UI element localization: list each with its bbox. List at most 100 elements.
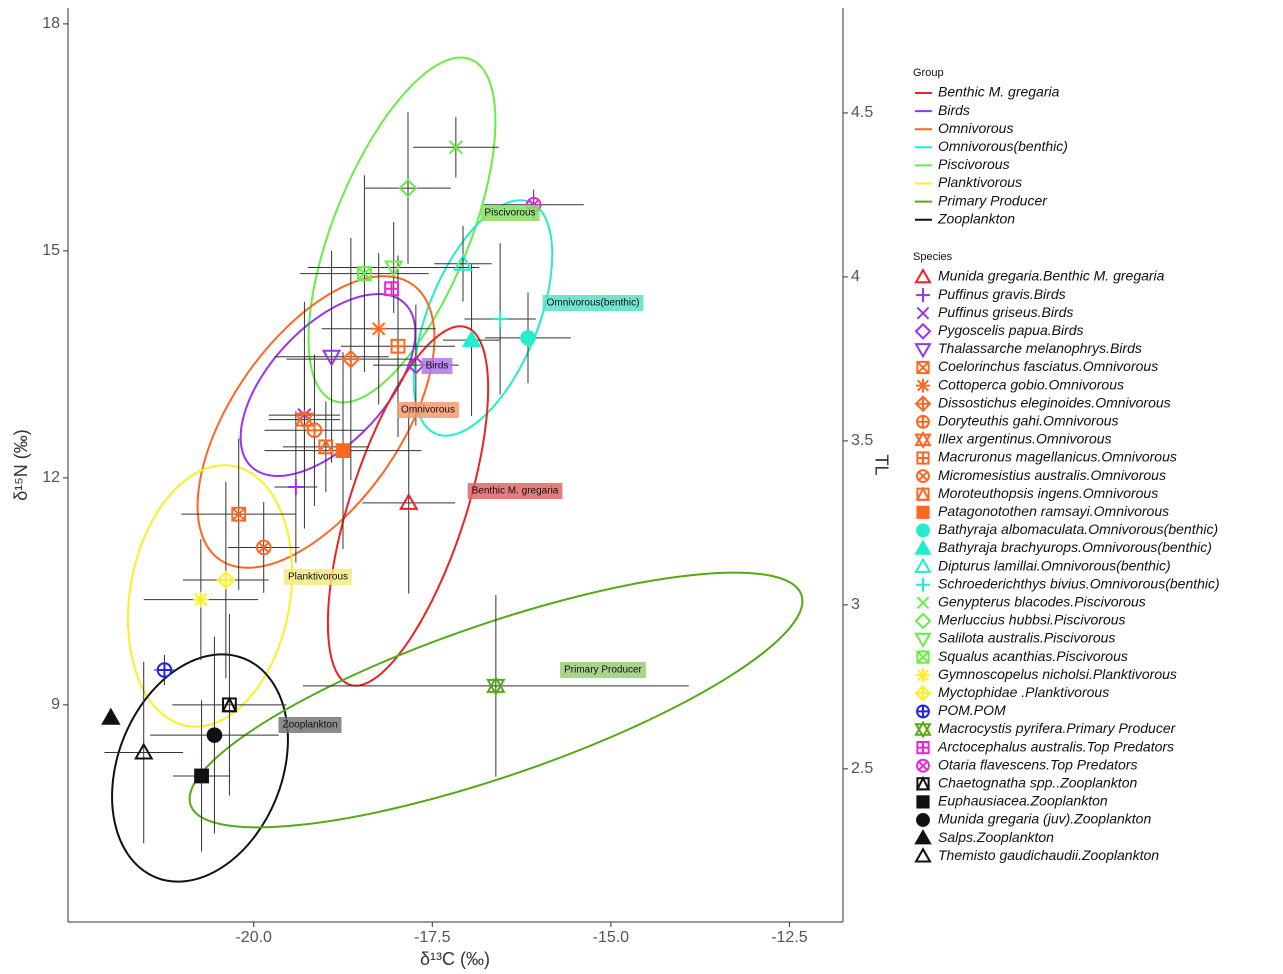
marker-part bbox=[914, 632, 932, 649]
legend-key bbox=[914, 829, 932, 845]
point bbox=[370, 320, 387, 337]
group-label-box bbox=[560, 662, 646, 678]
y2-tick-label: 4 bbox=[851, 268, 860, 285]
point bbox=[231, 506, 247, 522]
point bbox=[406, 355, 426, 375]
marker-part bbox=[372, 322, 386, 336]
legend-label: Doryteuthis gahi.Omnivorous bbox=[938, 413, 1119, 429]
y2-tick-label: 4.5 bbox=[851, 104, 873, 121]
legend-key bbox=[914, 632, 932, 649]
x-tick-label: -17.5 bbox=[414, 929, 451, 946]
marker-part bbox=[307, 423, 322, 437]
legend-label: Puffinus griseus.Birds bbox=[938, 304, 1073, 320]
legend-label: POM.POM bbox=[938, 702, 1006, 718]
marker-part bbox=[448, 140, 463, 155]
legend-key bbox=[916, 505, 930, 519]
legend-key bbox=[914, 267, 932, 284]
legend-label: Bathyraja brachyurops.Omnivorous(benthic… bbox=[938, 539, 1212, 555]
point bbox=[321, 349, 342, 367]
group-ellipse bbox=[188, 571, 804, 829]
marker-part bbox=[317, 438, 334, 455]
marker-part bbox=[342, 351, 359, 368]
legend-label: Genypterus blacodes.Piscivorous bbox=[938, 594, 1146, 610]
marker-part bbox=[383, 260, 404, 278]
group-label: Primary Producer bbox=[564, 665, 642, 676]
legend-key bbox=[914, 430, 932, 449]
point bbox=[216, 570, 236, 590]
legend-label: Coelorinchus fasciatus.Omnivorous bbox=[938, 358, 1158, 374]
legend-key bbox=[916, 577, 930, 592]
marker-part bbox=[357, 266, 372, 281]
marker-part bbox=[914, 322, 932, 340]
legend-label: Dissostichus eleginoides.Omnivorous bbox=[938, 394, 1171, 410]
y2-tick-label: 2.5 bbox=[851, 760, 873, 777]
legend-key bbox=[916, 596, 930, 610]
marker-part bbox=[915, 775, 931, 791]
legend-label: Illex argentinus.Omnivorous bbox=[938, 431, 1112, 447]
group-label: Piscivorous bbox=[484, 208, 535, 219]
legend-label: Primary Producer bbox=[938, 192, 1048, 208]
marker-part bbox=[391, 339, 405, 353]
legend-label: Omnivorous(benthic) bbox=[938, 138, 1068, 154]
legend-key bbox=[914, 539, 932, 555]
legend-key bbox=[916, 795, 930, 809]
legend-label: Thalassarche melanophrys.Birds bbox=[938, 340, 1142, 356]
legend-label: Munida gregaria (juv).Zooplankton bbox=[938, 811, 1151, 827]
point bbox=[133, 742, 154, 760]
marker-part bbox=[398, 178, 418, 198]
y2-axis-title: TL bbox=[871, 454, 891, 475]
y-axis-title: δ¹⁵N (‰) bbox=[11, 429, 31, 500]
point bbox=[294, 409, 315, 430]
marker-part bbox=[916, 360, 930, 375]
legend-key bbox=[916, 360, 930, 375]
ellipses bbox=[111, 56, 804, 883]
point bbox=[390, 338, 406, 354]
marker-part bbox=[916, 813, 930, 827]
group-ellipse bbox=[126, 464, 294, 728]
legend-label: Piscivorous bbox=[938, 156, 1010, 172]
marker-part bbox=[357, 266, 372, 281]
legend-key bbox=[915, 775, 931, 791]
legend-label: Birds bbox=[938, 102, 970, 118]
legend-label: Planktivorous bbox=[938, 174, 1022, 190]
marker-part bbox=[294, 412, 315, 430]
y-tick-label: 12 bbox=[42, 469, 60, 486]
y-tick-label: 15 bbox=[42, 242, 60, 259]
point bbox=[306, 422, 323, 438]
legend-label: Macrocystis pyrifera.Primary Producer bbox=[938, 720, 1177, 736]
marker-part bbox=[916, 650, 930, 664]
legend-key bbox=[914, 847, 932, 863]
legend-label: Euphausiacea.Zooplankton bbox=[938, 793, 1108, 809]
marker-part bbox=[916, 469, 930, 484]
marker-part bbox=[335, 443, 351, 459]
point bbox=[461, 330, 482, 348]
marker-part bbox=[914, 539, 932, 555]
legend-label: Themisto gaudichaudii.Zooplankton bbox=[938, 847, 1159, 863]
marker-part bbox=[916, 361, 930, 374]
marker-part bbox=[916, 505, 930, 519]
marker-part bbox=[217, 572, 234, 589]
marker-part bbox=[914, 267, 932, 284]
group-label-box bbox=[542, 295, 644, 311]
legend-key bbox=[916, 288, 930, 303]
legend-key bbox=[914, 684, 932, 702]
marker-part bbox=[916, 577, 930, 592]
legend-key bbox=[916, 741, 930, 755]
y2-tick-label: 3.5 bbox=[851, 432, 873, 449]
legend-key bbox=[915, 486, 931, 501]
x-tick-label: -12.5 bbox=[771, 929, 808, 946]
legend-key bbox=[916, 306, 930, 320]
y2-tick-label: 3 bbox=[851, 596, 860, 613]
legend-title: Species bbox=[913, 251, 953, 263]
legend-label: Dipturus lamillai.Omnivorous(benthic) bbox=[938, 557, 1171, 573]
marker-part bbox=[917, 669, 929, 682]
legend-key bbox=[916, 650, 930, 664]
marker-part bbox=[916, 650, 930, 664]
marker-part bbox=[917, 379, 929, 392]
marker-part bbox=[133, 742, 154, 760]
legend-key bbox=[916, 668, 930, 683]
legend-label: Bathyraja albomaculata.Omnivorous(benthi… bbox=[938, 521, 1218, 537]
marker-part bbox=[914, 829, 932, 845]
group-label-box bbox=[283, 569, 353, 585]
